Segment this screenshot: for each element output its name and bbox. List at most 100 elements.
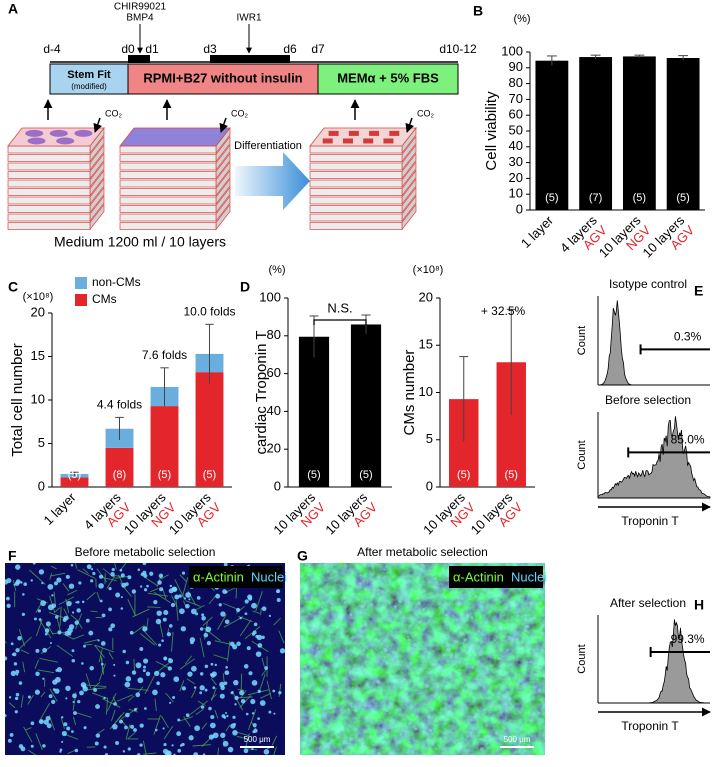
- co2-label: CO₂: [231, 108, 249, 118]
- nucleus: [218, 603, 222, 607]
- nucleus: [5, 714, 7, 718]
- nucleus: [493, 639, 496, 642]
- fiber: [199, 637, 205, 658]
- fiber: [35, 603, 42, 613]
- nucleus: [529, 660, 533, 664]
- fiber: [149, 587, 159, 593]
- nucleus: [215, 593, 221, 599]
- nucleus: [30, 744, 34, 748]
- nucleus: [456, 601, 462, 606]
- nucleus: [200, 672, 204, 676]
- nucleus: [90, 567, 94, 571]
- fiber: [161, 715, 169, 728]
- fiber: [92, 681, 101, 690]
- nucleus: [479, 639, 484, 644]
- co2-label: CO₂: [417, 108, 435, 118]
- nucleus: [517, 737, 522, 741]
- nucleus: [358, 629, 363, 633]
- nucleus: [110, 572, 115, 577]
- scale-bar-label: 500 μm: [504, 735, 531, 744]
- nucleus: [473, 594, 478, 599]
- panel-label: D: [240, 279, 250, 295]
- nucleus: [327, 705, 332, 710]
- flask-layer: [7, 188, 91, 196]
- flask-layer: [309, 179, 403, 188]
- bar: [622, 56, 656, 211]
- nucleus: [469, 731, 473, 735]
- nucleus: [224, 711, 228, 714]
- nucleus: [176, 731, 182, 737]
- y-tick-label: 5: [426, 431, 433, 446]
- fiber: [56, 618, 61, 631]
- nucleus: [73, 711, 77, 716]
- nucleus: [365, 682, 370, 687]
- micrograph-texture: [300, 563, 545, 755]
- stain-label: Nuclei: [251, 569, 287, 584]
- nucleus: [65, 697, 68, 700]
- fiber: [59, 606, 62, 627]
- nucleus: [312, 669, 316, 673]
- nucleus: [34, 617, 37, 621]
- nucleus: [377, 752, 382, 755]
- nucleus: [362, 648, 366, 652]
- nucleus: [193, 686, 197, 689]
- nucleus: [55, 676, 61, 683]
- nucleus: [71, 611, 75, 614]
- nucleus: [15, 564, 21, 570]
- y-tick-label: 30: [509, 154, 523, 169]
- fiber: [179, 716, 194, 722]
- nucleus: [402, 695, 407, 701]
- cell-patch: [389, 130, 400, 136]
- nucleus: [470, 632, 473, 635]
- nucleus: [445, 601, 447, 604]
- nucleus: [442, 653, 445, 657]
- nucleus: [342, 741, 346, 745]
- nucleus: [533, 616, 537, 620]
- nucleus: [145, 671, 151, 677]
- fiber: [20, 695, 24, 708]
- nucleus: [523, 749, 526, 753]
- fiber: [67, 589, 78, 596]
- category-name: 1 layer: [518, 212, 557, 251]
- nucleus: [521, 683, 526, 688]
- nucleus: [349, 576, 353, 580]
- legend-label: non-CMs: [92, 275, 141, 289]
- nucleus: [194, 725, 200, 732]
- flask-layer: [309, 162, 403, 171]
- nucleus: [307, 564, 311, 568]
- nucleus: [205, 626, 212, 633]
- fiber: [8, 702, 16, 709]
- nucleus: [137, 677, 144, 684]
- nucleus: [27, 695, 31, 699]
- y-tick-label: 20: [509, 170, 523, 185]
- nucleus: [360, 604, 365, 609]
- nucleus: [459, 707, 463, 710]
- nucleus: [204, 688, 208, 692]
- nucleus: [10, 670, 17, 677]
- nucleus: [268, 710, 272, 714]
- nucleus: [210, 722, 216, 729]
- nucleus: [177, 718, 181, 722]
- nucleus: [163, 742, 167, 747]
- fiber: [260, 608, 262, 616]
- nucleus: [20, 581, 23, 584]
- nucleus: [195, 612, 199, 616]
- nucleus: [92, 571, 96, 576]
- y-tick-label: 20: [419, 289, 433, 304]
- nucleus: [127, 747, 131, 751]
- nucleus: [538, 601, 543, 606]
- nucleus: [525, 644, 528, 647]
- category-label: 10 layersAGV: [640, 213, 698, 271]
- nucleus: [13, 583, 16, 586]
- flask-layer: [119, 188, 217, 196]
- flask-layer: [119, 205, 217, 213]
- nucleus: [21, 612, 25, 617]
- nucleus: [222, 740, 229, 747]
- fiber: [84, 684, 107, 688]
- nucleus: [225, 666, 228, 669]
- nucleus: [32, 563, 36, 565]
- fiber: [27, 694, 34, 705]
- nucleus: [460, 596, 464, 600]
- nucleus: [234, 703, 237, 706]
